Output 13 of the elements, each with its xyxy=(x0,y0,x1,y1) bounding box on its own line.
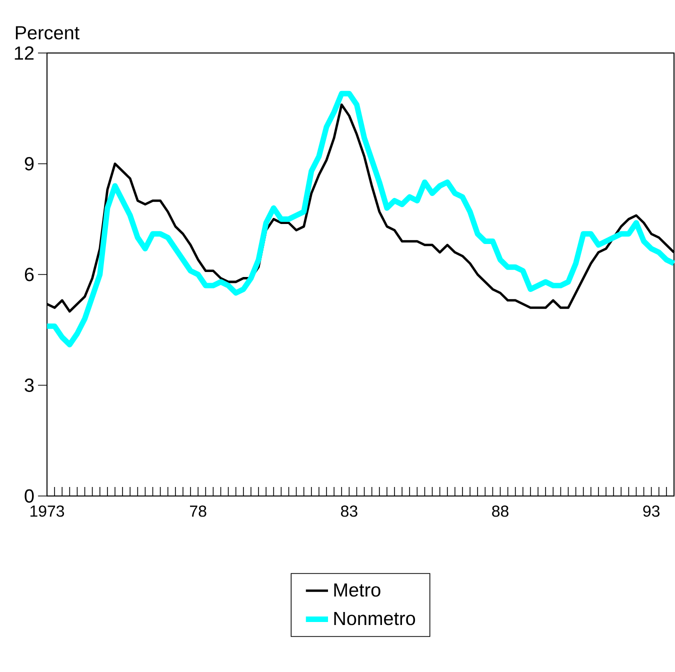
legend-label: Metro xyxy=(334,583,380,597)
x-tick-label: 83 xyxy=(340,506,358,517)
x-tick-label: 1973 xyxy=(30,506,64,517)
legend-label: Nonmetro xyxy=(334,612,416,626)
x-tick-label: 93 xyxy=(643,506,660,517)
y-tick-label: 0 xyxy=(24,489,34,503)
y-tick-label: 3 xyxy=(24,378,34,392)
y-tick-label: 12 xyxy=(14,46,34,60)
x-tick-label: 88 xyxy=(492,506,508,517)
y-tick-label: 9 xyxy=(24,157,34,170)
y-axis-title: Percent xyxy=(16,26,80,40)
x-tick-label: 78 xyxy=(190,506,206,517)
y-tick-label: 6 xyxy=(24,268,34,282)
